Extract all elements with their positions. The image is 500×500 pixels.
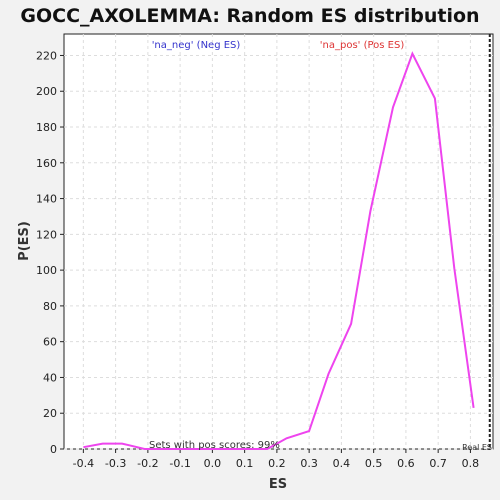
- x-axis-label: ES: [269, 477, 287, 492]
- y-tick-label: 160: [36, 157, 57, 170]
- x-tick-label: -0.1: [169, 457, 190, 470]
- y-tick-label: 100: [36, 264, 57, 277]
- y-tick-label: 40: [43, 371, 57, 384]
- x-tick-label: -0.3: [105, 457, 126, 470]
- x-tick-label: -0.4: [73, 457, 94, 470]
- x-tick-label: -0.2: [137, 457, 158, 470]
- x-axis: -0.4 -0.3 -0.2 -0.1 0.0 0.1 0.2 0.3 0.4 0.5 0.6 0.7…: [73, 449, 480, 470]
- y-tick-label: 220: [36, 49, 57, 62]
- x-tick-label: 0.5: [365, 457, 383, 470]
- x-tick-label: 0.7: [429, 457, 447, 470]
- y-tick-label: 200: [36, 85, 57, 98]
- sets-pos-scores-annotation: Sets with pos scores: 99%: [149, 440, 280, 451]
- y-tick-label: 180: [36, 121, 57, 134]
- real-es-annotation: Real ES: [462, 443, 492, 452]
- x-tick-label: 0.8: [462, 457, 480, 470]
- y-axis-label: P(ES): [17, 221, 32, 261]
- y-axis: 0 20 40 60 80 100 120 140 160 180 200 220: [36, 49, 64, 456]
- series-line: [83, 51, 475, 450]
- x-tick-label: 0.2: [268, 457, 286, 470]
- y-tick-label: 20: [43, 407, 57, 420]
- x-tick-label: 0.3: [300, 457, 318, 470]
- neg-es-annotation: 'na_neg' (Neg ES): [152, 40, 241, 51]
- y-tick-label: 140: [36, 193, 57, 206]
- y-tick-label: 80: [43, 300, 57, 313]
- x-tick-label: 0.1: [236, 457, 254, 470]
- chart-title: GOCC_AXOLEMMA: Random ES distribution: [20, 5, 479, 27]
- x-tick-label: 0.4: [333, 457, 351, 470]
- pos-es-annotation: 'na_pos' (Pos ES): [320, 40, 405, 51]
- y-tick-label: 120: [36, 228, 57, 241]
- x-tick-label: 0.6: [397, 457, 415, 470]
- y-tick-label: 0: [50, 443, 57, 456]
- x-tick-label: 0.0: [204, 457, 222, 470]
- y-tick-label: 60: [43, 336, 57, 349]
- plot-area: [63, 33, 494, 450]
